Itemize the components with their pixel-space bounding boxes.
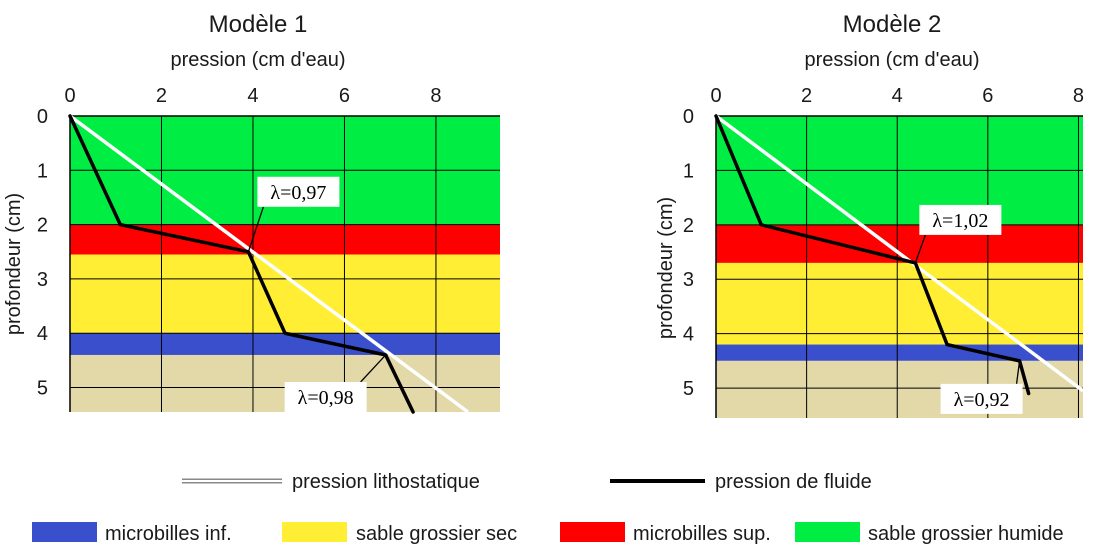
x-tick-label: 4 — [247, 85, 258, 107]
y-tick-label: 3 — [683, 269, 694, 291]
layer-band — [716, 224, 1083, 263]
legend-label: microbilles sup. — [633, 523, 771, 545]
legend-label: microbilles inf. — [105, 523, 232, 545]
chart-title: Modèle 2 — [843, 11, 942, 38]
annotation-box — [284, 381, 367, 412]
legend-item-fluide: pression de fluide — [610, 471, 872, 493]
x-tick-label: 8 — [430, 85, 441, 107]
chart-title: Modèle 1 — [209, 11, 308, 38]
annotation-leader — [914, 234, 926, 264]
legend-label: pression de fluide — [715, 471, 872, 493]
x-tick-label: 2 — [156, 85, 167, 107]
x-tick-label: 0 — [64, 85, 75, 107]
annotation-leader — [360, 354, 387, 383]
layer-band — [716, 262, 1083, 345]
annotation-box — [919, 204, 1002, 235]
y-tick-label: 4 — [37, 323, 48, 345]
annotation-label: λ=1,02 — [932, 210, 988, 232]
x-axis-label: pression (cm d'eau) — [805, 49, 980, 71]
x-tick-label: 8 — [1073, 85, 1084, 107]
legend-swatch — [282, 522, 347, 542]
y-axis-label: profondeur (cm) — [655, 197, 677, 339]
y-tick-label: 0 — [37, 106, 48, 128]
series-line-fluide — [714, 114, 1031, 396]
y-tick-label: 2 — [37, 215, 48, 237]
legend: pression lithostatique pression de fluid… — [32, 471, 1064, 545]
legend-item-sable-sec: sable grossier sec — [282, 522, 517, 545]
annotation-box — [940, 383, 1023, 414]
y-tick-label: 1 — [37, 160, 48, 182]
layer-band — [70, 333, 500, 355]
y-tick-label: 5 — [37, 378, 48, 400]
x-tick-label: 6 — [982, 85, 993, 107]
annotation-leader — [247, 206, 265, 252]
legend-swatch — [32, 522, 97, 542]
series-line-fluide — [68, 114, 415, 414]
legend-swatch — [560, 522, 625, 542]
annotation-label: λ=0,98 — [298, 387, 354, 409]
legend-label: sable grossier sec — [356, 523, 517, 545]
y-axis-label: profondeur (cm) — [3, 193, 25, 335]
y-tick-label: 4 — [683, 324, 694, 346]
layer-band — [716, 344, 1083, 361]
legend-item-microbilles-sup: microbilles sup. — [560, 522, 771, 545]
legend-item-sable-humide: sable grossier humide — [795, 522, 1064, 545]
annotation-label: λ=0,97 — [270, 182, 326, 204]
y-tick-label: 0 — [683, 106, 694, 128]
chart-modele-1: 0 2 4 6 8 0 1 2 3 4 5 λ=0,97 λ=0,98 Modèle 1 pression … — [3, 11, 500, 414]
legend-item-lithostatique: pression lithostatique — [182, 471, 480, 493]
chart-modele-2: 0 2 4 6 8 0 1 2 3 4 5 λ=1,02 λ=0,92 Modèle 2 pression … — [655, 11, 1085, 418]
y-tick-label: 2 — [683, 215, 694, 237]
annotation-leader — [1015, 360, 1021, 384]
legend-label: sable grossier humide — [868, 523, 1064, 545]
y-tick-label: 5 — [683, 378, 694, 400]
legend-item-microbilles-inf: microbilles inf. — [32, 522, 232, 545]
y-tick-label: 1 — [683, 160, 694, 182]
x-tick-label: 0 — [710, 85, 721, 107]
legend-label: pression lithostatique — [292, 471, 480, 493]
x-axis-label: pression (cm d'eau) — [171, 49, 346, 71]
x-tick-label: 6 — [339, 85, 350, 107]
series-line-lithostatique — [68, 114, 470, 414]
annotation-box — [257, 176, 340, 207]
y-tick-label: 3 — [37, 269, 48, 291]
annotation-label: λ=0,92 — [954, 389, 1010, 411]
layer-band — [70, 254, 500, 334]
x-tick-label: 2 — [801, 85, 812, 107]
legend-swatch — [795, 522, 860, 542]
x-tick-label: 4 — [892, 85, 903, 107]
series-line-lithostatique — [714, 114, 1085, 393]
